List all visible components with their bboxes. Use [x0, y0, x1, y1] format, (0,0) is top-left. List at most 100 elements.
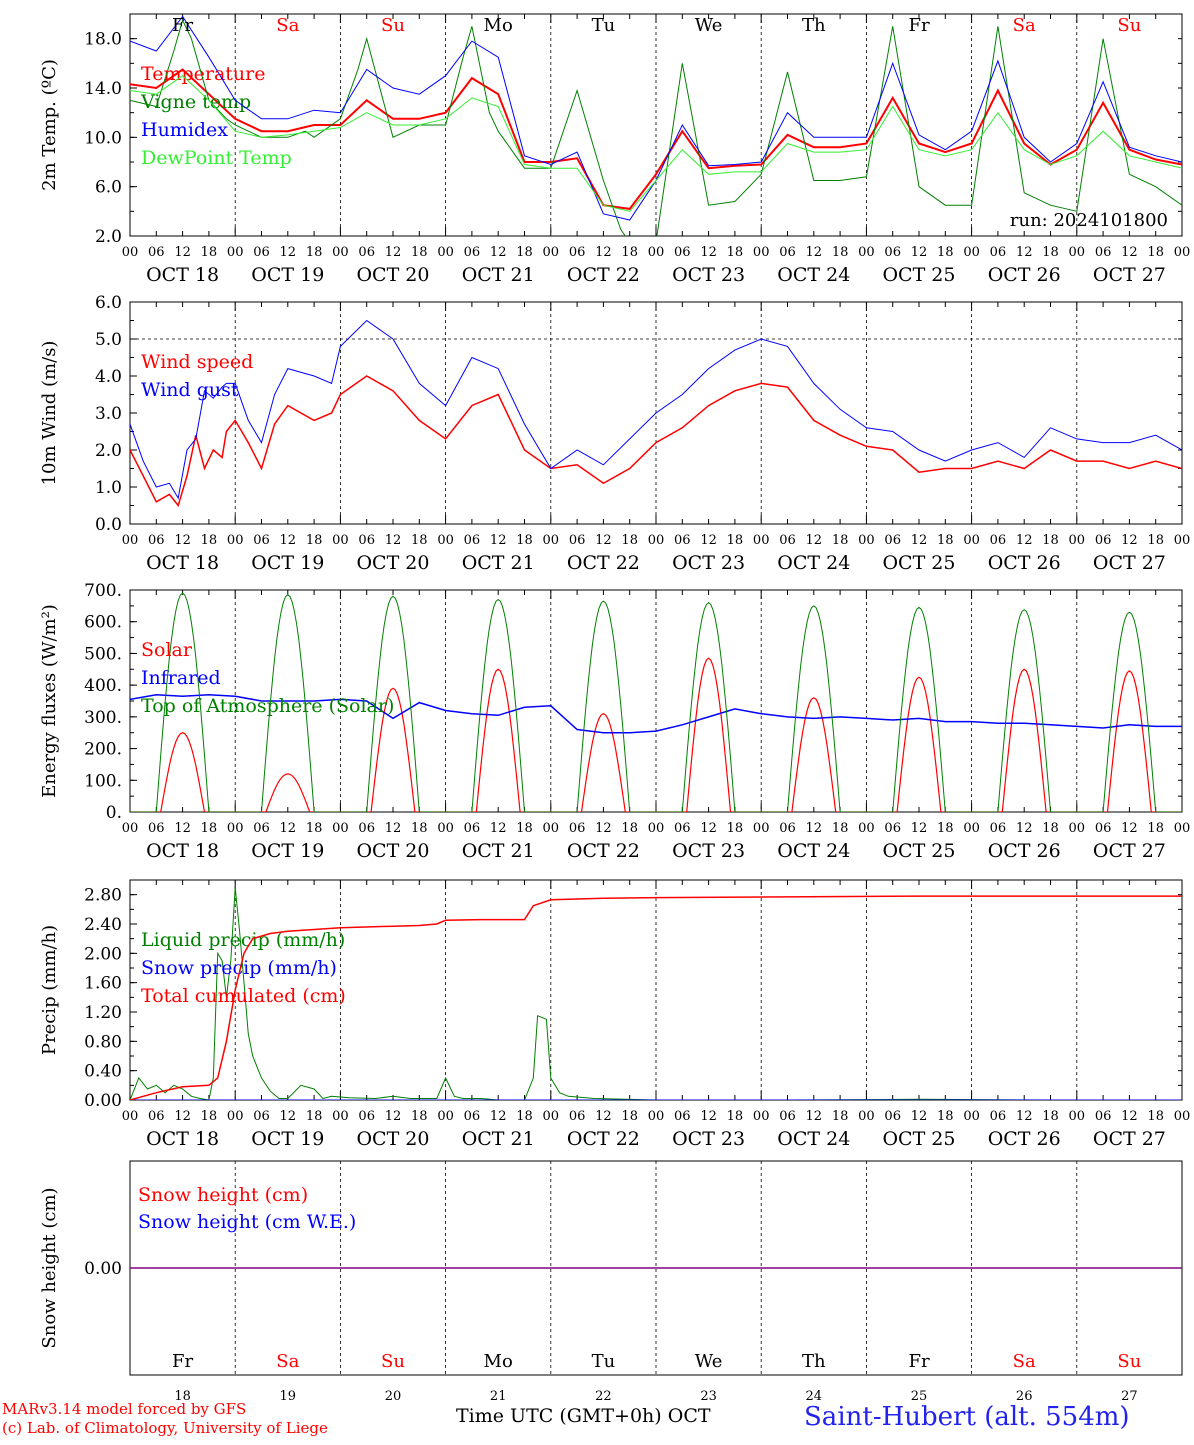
hour-tick-label: 00: [437, 533, 454, 548]
hour-tick-label: 06: [779, 1109, 796, 1124]
hour-tick-label: 18: [621, 821, 638, 836]
hour-tick-label: 12: [1016, 533, 1033, 548]
hour-tick-label: 00: [332, 1109, 349, 1124]
y-tick-label: 500.: [84, 644, 122, 664]
day-of-week-label: Mo: [484, 1351, 513, 1372]
y-tick-label: 2.00: [84, 944, 122, 964]
hour-tick-label: 18: [411, 1109, 428, 1124]
hour-tick-label: 06: [148, 1109, 165, 1124]
day-of-week-label: Sa: [1013, 1351, 1036, 1372]
hour-tick-label: 12: [595, 1109, 612, 1124]
y-axis-label: Energy fluxes (W/m²): [39, 604, 60, 798]
hour-tick-label: 12: [806, 245, 823, 260]
hour-tick-label: 12: [280, 533, 297, 548]
panel-precip: 00 06 12 18 00 06 12 18 00 06 12 18 00 06 12 18 00 06 12 18…: [39, 879, 1190, 1150]
hour-tick-label: 18: [1042, 1109, 1059, 1124]
hour-tick-label: 00: [648, 245, 665, 260]
y-tick-label: 0.: [106, 803, 122, 823]
hour-tick-label: 18: [937, 821, 954, 836]
hour-tick-label: 12: [174, 533, 191, 548]
hour-tick-label: 06: [464, 533, 481, 548]
day-date-label: OCT 18: [146, 1128, 219, 1150]
day-of-week-label: Sa: [1013, 15, 1036, 36]
hour-tick-label: 18: [411, 533, 428, 548]
day-date-label: OCT 22: [567, 1128, 640, 1150]
x-axis-label: Time UTC (GMT+0h) OCT: [456, 1405, 711, 1427]
y-tick-label: 2.40: [84, 915, 122, 935]
hour-tick-label: 18: [516, 533, 533, 548]
hour-tick-label: 12: [1016, 245, 1033, 260]
hour-tick-label: 00: [753, 821, 770, 836]
hour-tick-label: 18: [832, 245, 849, 260]
hour-tick-label: 12: [280, 1109, 297, 1124]
day-number-label: 18: [174, 1389, 191, 1404]
hour-tick-label: 00: [963, 821, 980, 836]
hour-tick-label: 00: [543, 245, 560, 260]
hour-tick-label: 18: [306, 245, 323, 260]
y-tick-label: 100.: [84, 771, 122, 791]
hour-tick-label: 00: [227, 245, 244, 260]
hour-tick-label: 12: [490, 533, 507, 548]
hour-tick-label: 06: [884, 1109, 901, 1124]
hour-tick-label: 00: [227, 533, 244, 548]
hour-tick-label: 00: [858, 1109, 875, 1124]
day-date-label: OCT 19: [251, 840, 324, 862]
hour-tick-label: 06: [884, 821, 901, 836]
hour-tick-label: 00: [963, 533, 980, 548]
hour-tick-label: 00: [858, 533, 875, 548]
panel-snow: 0.00 Snow height (cm) Snow height (cm) Snow…: [39, 1160, 1183, 1404]
hour-tick-label: 06: [569, 533, 586, 548]
hour-tick-label: 18: [411, 245, 428, 260]
y-axis-label: Snow height (cm): [39, 1187, 60, 1348]
day-number-label: 19: [280, 1389, 297, 1404]
day-of-week-label: Fr: [172, 15, 193, 36]
hour-tick-label: 18: [621, 245, 638, 260]
hour-tick-label: 06: [464, 821, 481, 836]
x-axis-month: OCT: [667, 1405, 711, 1427]
y-tick-label: 10.0: [84, 128, 122, 148]
y-axis-label: Precip (mm/h): [39, 925, 60, 1055]
hour-tick-label: 00: [648, 1109, 665, 1124]
hour-tick-label: 06: [464, 1109, 481, 1124]
hour-tick-label: 00: [437, 245, 454, 260]
hour-tick-label: 18: [201, 533, 218, 548]
legend-entry: Top of Atmosphere (Solar): [141, 695, 394, 717]
y-tick-label: 6.0: [95, 178, 122, 198]
hour-tick-label: 12: [806, 533, 823, 548]
y-tick-label: 200.: [84, 740, 122, 760]
day-date-label: OCT 23: [672, 552, 745, 574]
day-date-label: OCT 24: [777, 840, 850, 862]
day-number-label: 21: [490, 1389, 507, 1404]
hour-tick-label: 18: [201, 1109, 218, 1124]
day-number-label: 23: [700, 1389, 717, 1404]
hour-tick-label: 06: [990, 821, 1007, 836]
series-line-total-cumulated-cm: [130, 895, 1182, 1100]
hour-tick-label: 06: [148, 245, 165, 260]
day-date-label: OCT 25: [882, 552, 955, 574]
day-date-label: OCT 24: [777, 1128, 850, 1150]
legend-entry: Temperature: [141, 63, 265, 85]
y-tick-label: 2.0: [95, 227, 122, 247]
day-of-week-label: Sa: [276, 1351, 299, 1372]
legend-entry: Total cumulated (cm): [141, 985, 346, 1007]
y-tick-label: 0.00: [84, 1259, 122, 1279]
hour-tick-label: 18: [727, 245, 744, 260]
legend-entry: Snow height (cm): [138, 1184, 308, 1206]
day-of-week-label: Th: [802, 15, 826, 36]
day-date-label: OCT 20: [356, 1128, 429, 1150]
hour-tick-label: 12: [1121, 533, 1138, 548]
day-date-label: OCT 23: [672, 840, 745, 862]
run-annotation: run: 2024101800: [1010, 210, 1168, 231]
hour-tick-label: 12: [385, 533, 402, 548]
hour-tick-label: 00: [1174, 245, 1191, 260]
day-of-week-label: Su: [381, 15, 405, 36]
hour-tick-label: 00: [543, 821, 560, 836]
hour-tick-label: 00: [1069, 821, 1086, 836]
hour-tick-label: 12: [174, 1109, 191, 1124]
y-axis-label: 10m Wind (m/s): [39, 341, 60, 486]
day-date-label: OCT 25: [882, 840, 955, 862]
hour-tick-label: 12: [911, 533, 928, 548]
y-tick-label: 3.0: [95, 404, 122, 424]
